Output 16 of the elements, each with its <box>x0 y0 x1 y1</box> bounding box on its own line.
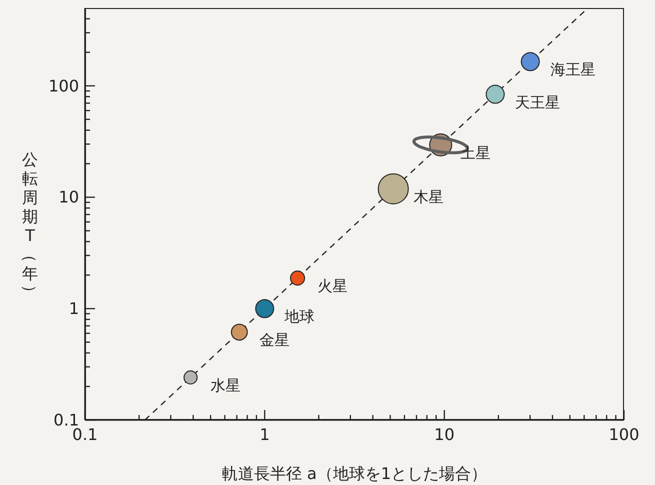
x-tick-label: 1 <box>260 425 270 444</box>
y-tick-label: 100 <box>48 76 79 96</box>
annotation: 天王星 <box>515 93 560 112</box>
annotation: 水星 <box>210 376 241 394</box>
x-axis-title: 軌道長半径 a（地球を1とした場合） <box>222 464 488 483</box>
annotation: 火星 <box>318 277 348 296</box>
y-tick-label: 10 <box>58 188 79 207</box>
annotation: 金星 <box>259 331 290 350</box>
annotation: 地球 <box>284 308 315 326</box>
x-tick-label: 100 <box>608 425 640 444</box>
x-tick-label: 10 <box>434 425 455 444</box>
annotation: 木星 <box>413 188 444 206</box>
y-axis-title: 公転周期 T（年） <box>20 150 40 302</box>
annotation: 海王星 <box>550 60 596 79</box>
annotation: 土星 <box>460 144 491 162</box>
y-tick-label: 1 <box>68 299 79 318</box>
